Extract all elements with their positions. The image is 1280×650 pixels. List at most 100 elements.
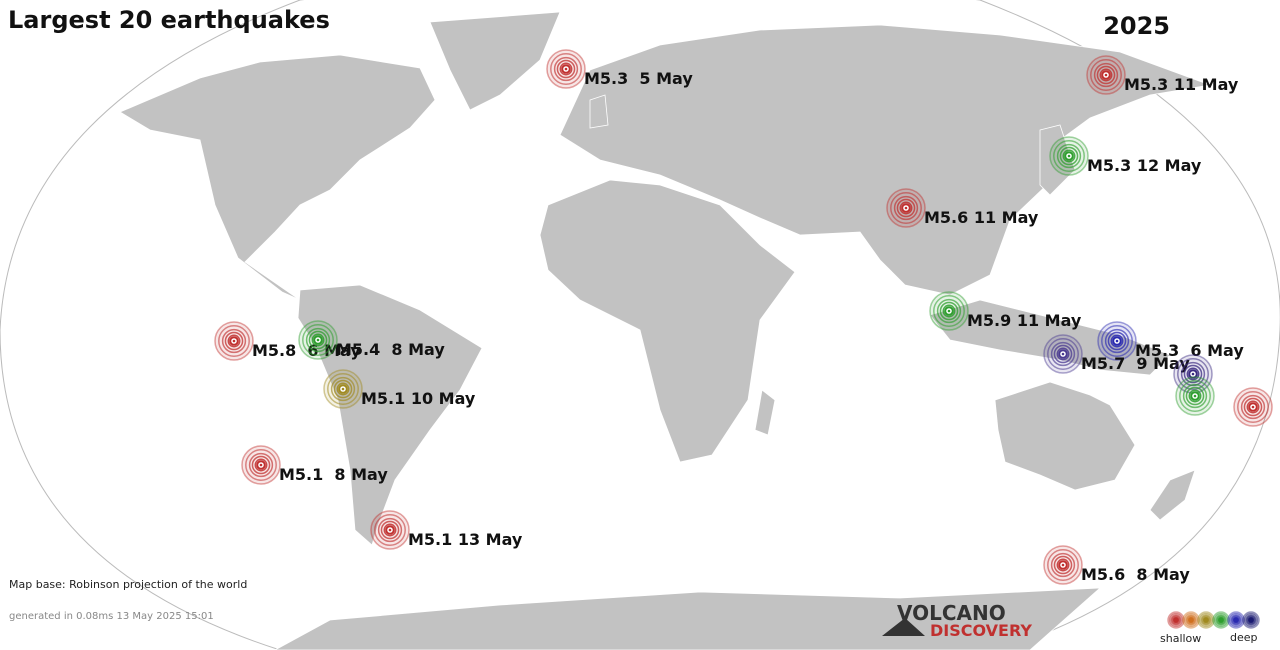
logo-icon (882, 618, 925, 636)
marker-ring (1228, 612, 1244, 628)
marker-ring (1216, 615, 1226, 625)
quake-marker (1167, 611, 1185, 629)
marker-ring (245, 449, 277, 481)
logo-line2: DISCOVERY (930, 621, 1032, 640)
marker-ring (1101, 325, 1133, 357)
marker-dot (388, 528, 392, 532)
marker-dot (1191, 372, 1195, 376)
map-base-note: Map base: Robinson projection of the wor… (9, 578, 247, 591)
marker-ring (1050, 341, 1076, 367)
marker-ring (559, 62, 573, 76)
marker-ring (1056, 347, 1070, 361)
quake-label: M5.3 12 May (1087, 156, 1202, 175)
marker-ring (1047, 338, 1079, 370)
marker-dot (1234, 618, 1238, 622)
marker-ring (1059, 146, 1079, 166)
marker-dot (1219, 618, 1223, 622)
marker-ring (327, 373, 359, 405)
quake-marker (323, 369, 363, 409)
marker-ring (377, 517, 403, 543)
marker-ring (1062, 149, 1076, 163)
marker-ring (221, 328, 247, 354)
marker-ring (251, 455, 271, 475)
marker-ring (893, 195, 919, 221)
marker-ring (305, 327, 331, 353)
marker-dot (1204, 618, 1208, 622)
logo: VOLCANO DISCOVERY (882, 601, 1032, 640)
marker-dot (1251, 405, 1255, 409)
quake-marker (886, 188, 926, 228)
marker-ring (1215, 614, 1227, 626)
marker-ring (1183, 612, 1199, 628)
quake-label: M5.3 11 May (1124, 75, 1239, 94)
marker-ring (227, 334, 241, 348)
quake-label: M5.9 11 May (967, 311, 1082, 330)
marker-ring (1246, 615, 1256, 625)
logo-line1: VOLCANO (897, 601, 1006, 625)
marker-ring (1093, 62, 1119, 88)
quake-label: M5.6 8 May (1081, 565, 1190, 584)
marker-ring (302, 324, 334, 356)
land (119, 11, 1212, 650)
marker-ring (1198, 612, 1214, 628)
marker-ring (1099, 68, 1113, 82)
marker-ring (248, 452, 274, 478)
marker-dot (1115, 339, 1119, 343)
quake-marker (1242, 611, 1260, 629)
marker-ring (550, 53, 582, 85)
marker-ring (890, 192, 922, 224)
marker-ring (254, 458, 268, 472)
marker-ring (330, 376, 356, 402)
marker-ring (1110, 334, 1124, 348)
quake-marker (1182, 611, 1200, 629)
quake-label: M5.3 5 May (584, 69, 693, 88)
marker-dot (1061, 352, 1065, 356)
marker-ring (308, 330, 328, 350)
marker-ring (1246, 400, 1260, 414)
marker-ring (1200, 614, 1212, 626)
quake-marker (1212, 611, 1230, 629)
quake-label: M5.1 8 May (279, 465, 388, 484)
marker-dot (904, 206, 908, 210)
marker-ring (556, 59, 576, 79)
quake-label: M5.7 9 May (1081, 354, 1190, 373)
marker-dot (1249, 618, 1253, 622)
legend-shallow: shallow (1160, 632, 1201, 645)
marker-ring (1056, 143, 1082, 169)
marker-dot (564, 67, 568, 71)
quake-marker (370, 510, 410, 550)
legend-deep: deep (1230, 631, 1258, 644)
quake-marker (1233, 387, 1273, 427)
quake-marker (1197, 611, 1215, 629)
marker-dot (341, 387, 345, 391)
quake-marker (1227, 611, 1245, 629)
marker-ring (1179, 380, 1211, 412)
marker-ring (1177, 358, 1209, 390)
marker-ring (1243, 397, 1263, 417)
marker-ring (1104, 328, 1130, 354)
marker-ring (936, 298, 962, 324)
marker-ring (1201, 615, 1211, 625)
marker-dot (232, 339, 236, 343)
marker-dot (1061, 563, 1065, 567)
marker-ring (1186, 367, 1200, 381)
marker-ring (1050, 552, 1076, 578)
marker-ring (553, 56, 579, 82)
marker-ring (336, 382, 350, 396)
marker-ring (1047, 549, 1079, 581)
quake-label: M5.3 6 May (1135, 341, 1244, 360)
marker-ring (942, 304, 956, 318)
marker-ring (933, 295, 965, 327)
quake-marker (1049, 136, 1089, 176)
marker-dot (1104, 73, 1108, 77)
marker-ring (1183, 364, 1203, 384)
marker-ring (1245, 614, 1257, 626)
marker-ring (1107, 331, 1127, 351)
marker-ring (939, 301, 959, 321)
marker-ring (224, 331, 244, 351)
marker-ring (374, 514, 406, 546)
quake-marker (214, 321, 254, 361)
marker-ring (1243, 612, 1259, 628)
generated-note: generated in 0.08ms 13 May 2025 15:01 (9, 611, 214, 622)
